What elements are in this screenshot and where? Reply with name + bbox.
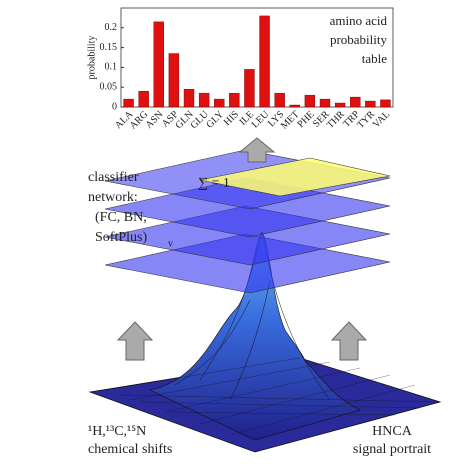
bar bbox=[259, 15, 270, 108]
classifier-subscript: v bbox=[168, 238, 173, 249]
bar bbox=[229, 92, 240, 108]
bar bbox=[334, 102, 346, 108]
y-tick-label: 0 bbox=[112, 101, 117, 112]
bar bbox=[214, 98, 225, 108]
bar bbox=[319, 98, 331, 108]
bar bbox=[183, 88, 195, 108]
classifier-line: SoftPlus) bbox=[95, 230, 147, 245]
y-tick-label: 0.2 bbox=[105, 22, 118, 33]
y-tick-label: 0.05 bbox=[100, 81, 118, 92]
bar bbox=[304, 94, 316, 108]
bar bbox=[153, 21, 164, 108]
classifier-line: network: bbox=[88, 190, 138, 205]
classifier-label: classifier network: (FC, BN, SoftPlus) v bbox=[88, 170, 173, 249]
input-left-line: ¹H,¹³C,¹⁵N bbox=[88, 424, 146, 439]
annotation: probability bbox=[330, 32, 388, 47]
input-right-line: signal portrait bbox=[353, 442, 431, 457]
bar bbox=[198, 92, 210, 108]
bar bbox=[289, 104, 300, 108]
plot-frame bbox=[120, 7, 394, 108]
classifier-line: classifier bbox=[88, 170, 139, 185]
y-tick-label: 0.15 bbox=[100, 42, 118, 53]
input-right-line: HNCA bbox=[372, 424, 413, 439]
arrows bbox=[116, 137, 368, 361]
bar-chart: 0 0.05 0.1 0.15 0.2 probability amino acid prob… bbox=[86, 7, 394, 132]
bar bbox=[350, 96, 361, 108]
sum-label: ∑ = 1 bbox=[198, 176, 230, 191]
bar bbox=[123, 98, 134, 108]
y-tick-label: 0.1 bbox=[105, 62, 118, 73]
signal-surface bbox=[88, 231, 442, 453]
input-left: ¹H,¹³C,¹⁵N chemical shifts bbox=[88, 424, 172, 457]
x-tick-label: VAL bbox=[371, 109, 392, 130]
classifier-line: (FC, BN, bbox=[95, 210, 147, 225]
bar bbox=[244, 69, 255, 108]
annotation: amino acid bbox=[330, 13, 388, 28]
bar bbox=[138, 90, 149, 108]
bar bbox=[380, 99, 391, 108]
network-layers bbox=[104, 149, 391, 294]
annotation: table bbox=[362, 51, 387, 66]
input-left-line: chemical shifts bbox=[88, 442, 172, 457]
bar bbox=[168, 53, 180, 108]
y-axis-label: probability bbox=[86, 36, 97, 80]
bar bbox=[274, 92, 285, 108]
input-right: HNCA signal portrait bbox=[353, 424, 431, 457]
bar bbox=[365, 100, 376, 108]
